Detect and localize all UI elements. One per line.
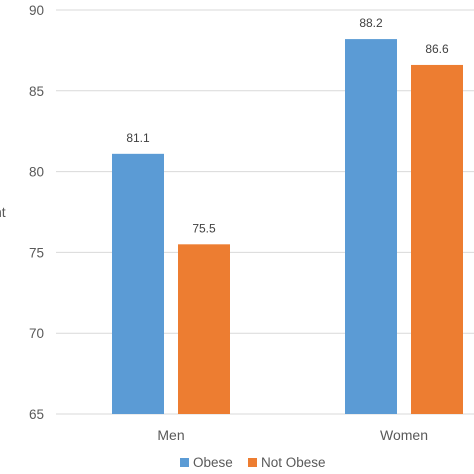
bar-obese-men bbox=[112, 153, 164, 414]
legend-label: Obese bbox=[193, 455, 233, 470]
y-tick-label: 80 bbox=[29, 165, 44, 180]
y-axis-label: nt bbox=[0, 204, 6, 220]
data-label: 86.6 bbox=[425, 42, 449, 56]
x-category-label: Women bbox=[380, 427, 428, 443]
legend-label: Not Obese bbox=[261, 455, 326, 470]
legend: Obese Not Obese bbox=[180, 455, 326, 470]
data-label: 81.1 bbox=[126, 131, 150, 145]
legend-swatch bbox=[248, 458, 257, 467]
y-tick-label: 75 bbox=[29, 245, 44, 260]
bar-obese-women bbox=[345, 39, 397, 414]
y-tick-label: 85 bbox=[29, 84, 44, 99]
bar-not-obese-men bbox=[178, 244, 230, 414]
legend-swatch bbox=[180, 458, 189, 467]
category-labels: Men Women bbox=[157, 427, 428, 443]
y-tick-label: 90 bbox=[29, 3, 44, 18]
bar-not-obese-women bbox=[411, 64, 463, 414]
bars bbox=[112, 39, 463, 414]
data-labels: 81.1 75.5 88.2 86.6 bbox=[126, 16, 449, 235]
x-category-label: Men bbox=[157, 427, 184, 443]
y-tick-label: 70 bbox=[29, 326, 44, 341]
data-label: 75.5 bbox=[192, 221, 216, 235]
y-axis-ticks: 65 70 75 80 85 90 bbox=[29, 3, 44, 422]
y-tick-label: 65 bbox=[29, 407, 44, 422]
data-label: 88.2 bbox=[359, 16, 383, 30]
